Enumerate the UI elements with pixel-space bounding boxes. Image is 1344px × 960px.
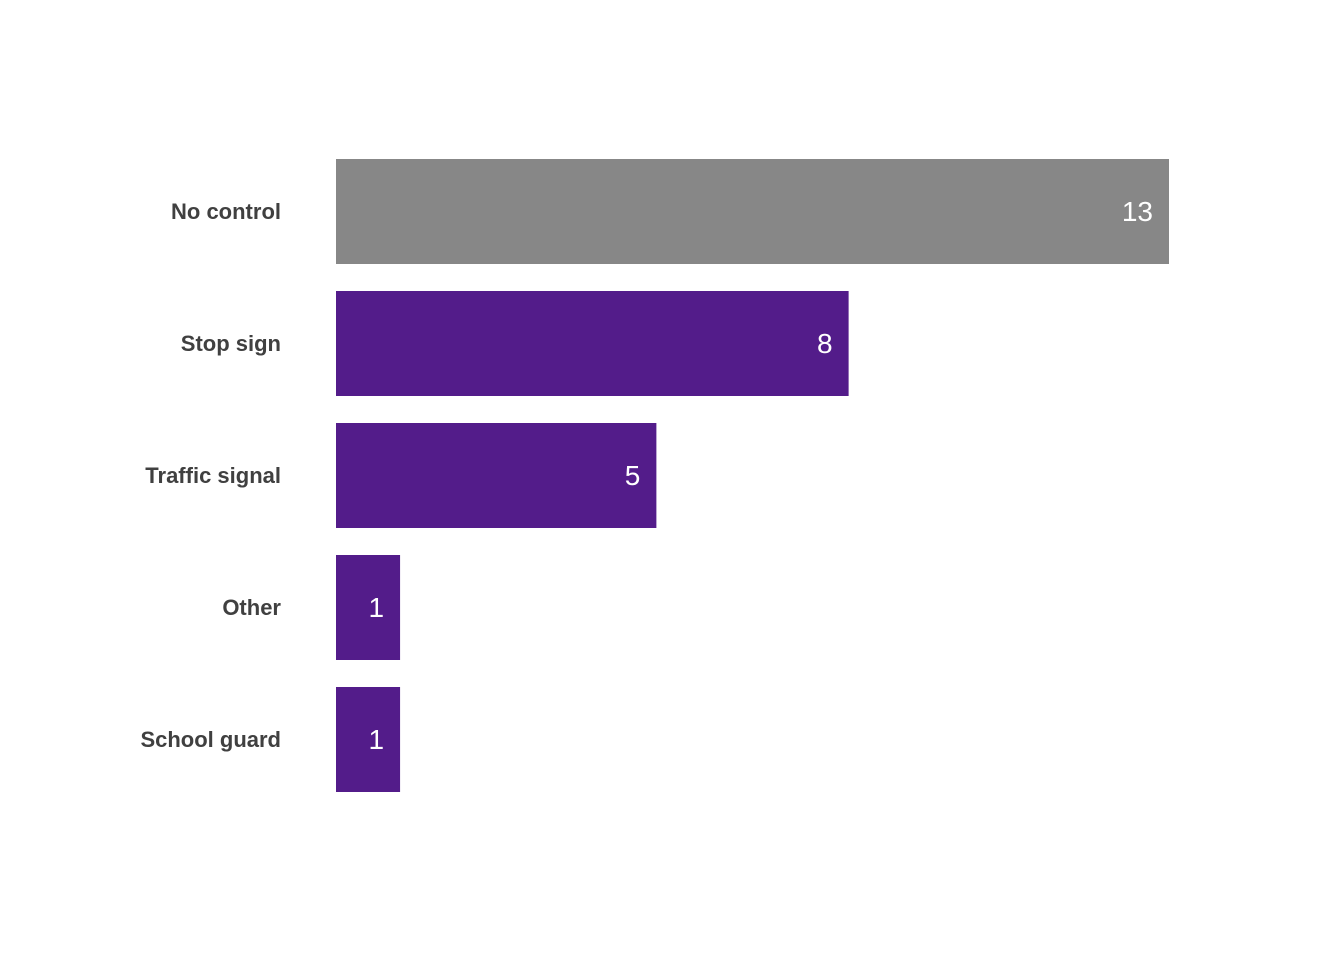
bars-layer <box>336 159 1169 792</box>
bar-stop-sign <box>336 291 849 396</box>
category-labels: No control Stop sign Traffic signal Other Sc… <box>140 199 281 752</box>
value-label-school-guard: 1 <box>368 724 384 755</box>
category-label-traffic-signal: Traffic signal <box>145 463 281 488</box>
bar-other <box>336 555 401 660</box>
category-label-stop-sign: Stop sign <box>181 331 281 356</box>
bar-traffic-signal <box>336 423 657 528</box>
value-label-other: 1 <box>368 592 384 623</box>
value-labels: 13 8 5 1 1 <box>368 196 1153 755</box>
category-label-school-guard: School guard <box>140 727 281 752</box>
category-label-no-control: No control <box>171 199 281 224</box>
category-label-other: Other <box>222 595 281 620</box>
value-label-traffic-signal: 5 <box>625 460 641 491</box>
bar-no-control <box>336 159 1169 264</box>
value-label-no-control: 13 <box>1122 196 1153 227</box>
value-label-stop-sign: 8 <box>817 328 833 359</box>
bar-school-guard <box>336 687 401 792</box>
